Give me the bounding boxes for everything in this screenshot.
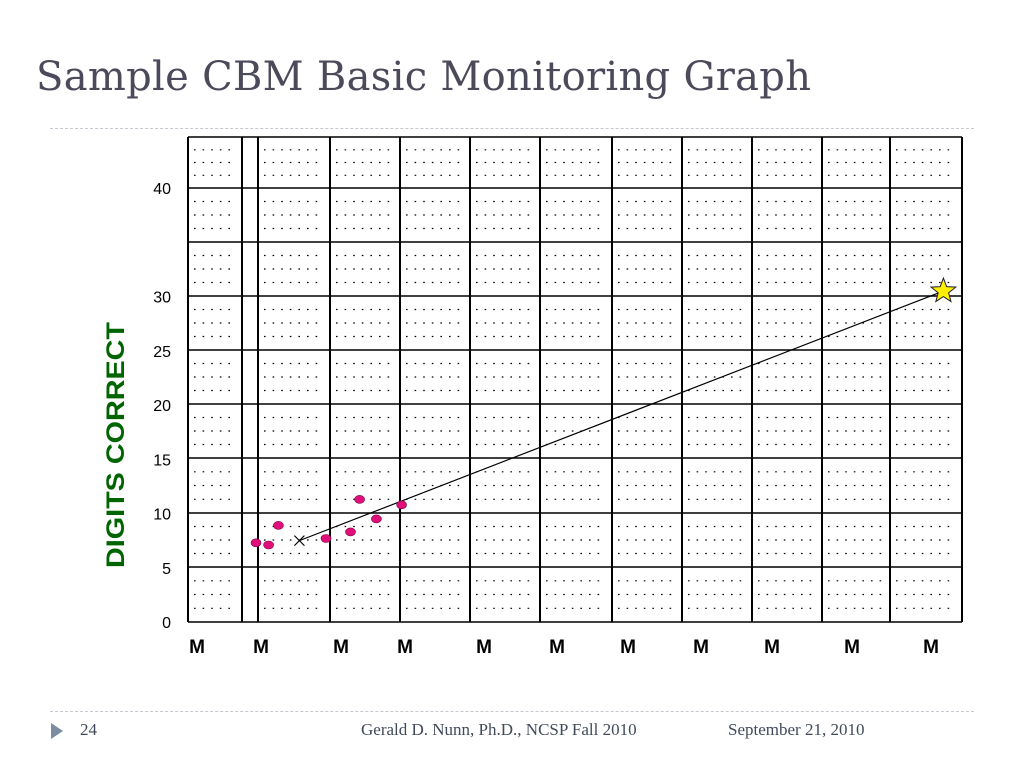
slide-title: Sample CBM Basic Monitoring Graph: [36, 54, 812, 100]
y-tick-label: 15: [153, 452, 171, 469]
y-tick-labels: 0 5 10 15 20 25 30 40: [153, 181, 171, 632]
data-point: [320, 534, 332, 543]
x-tick-label: M: [764, 637, 780, 658]
x-tick-label: M: [693, 637, 709, 658]
data-point: [396, 500, 407, 510]
chart-dotted-gridlines: [194, 149, 956, 609]
y-axis-label: DIGITS CORRECT: [102, 322, 130, 568]
data-point: [345, 527, 356, 537]
data-points: [250, 276, 958, 550]
y-tick-label: 20: [153, 398, 171, 415]
y-tick-label: 5: [162, 561, 171, 578]
x-tick-label: M: [923, 637, 939, 658]
goal-star-icon: [929, 276, 958, 303]
y-tick-label: 25: [153, 344, 171, 361]
baseline-marker: [293, 535, 305, 547]
data-point: [371, 514, 382, 524]
x-tick-label: M: [620, 637, 636, 658]
title-divider: [50, 128, 974, 129]
data-point: [354, 495, 365, 504]
x-tick-label: M: [844, 637, 860, 658]
x-tick-label: M: [549, 637, 565, 658]
x-tick-label: M: [189, 637, 205, 658]
aimline-segment: [299, 290, 944, 542]
monitoring-chart: 0 5 10 15 20 25 30 40 M M M M M M M M M M M DIGITS CORREC…: [102, 136, 963, 658]
x-tick-label: M: [333, 637, 349, 658]
data-point: [273, 521, 284, 530]
data-point: [250, 538, 262, 548]
y-tick-label: 10: [153, 507, 171, 524]
bullet-triangle-icon: [51, 723, 63, 739]
y-tick-label: 30: [153, 290, 171, 307]
page-number: 24: [80, 720, 97, 739]
aimline: [293, 290, 944, 547]
footer-date: September 21, 2010: [728, 720, 865, 739]
x-tick-label: M: [476, 637, 492, 658]
footer-divider: [50, 711, 974, 712]
data-point: [263, 540, 274, 550]
x-tick-label: M: [397, 637, 413, 658]
chart-grid: [187, 136, 963, 623]
footer-presenter: Gerald D. Nunn, Ph.D., NCSP Fall 2010: [361, 720, 637, 739]
y-tick-label: 40: [153, 181, 171, 198]
x-tick-label: M: [253, 637, 269, 658]
y-tick-label: 0: [162, 615, 171, 632]
